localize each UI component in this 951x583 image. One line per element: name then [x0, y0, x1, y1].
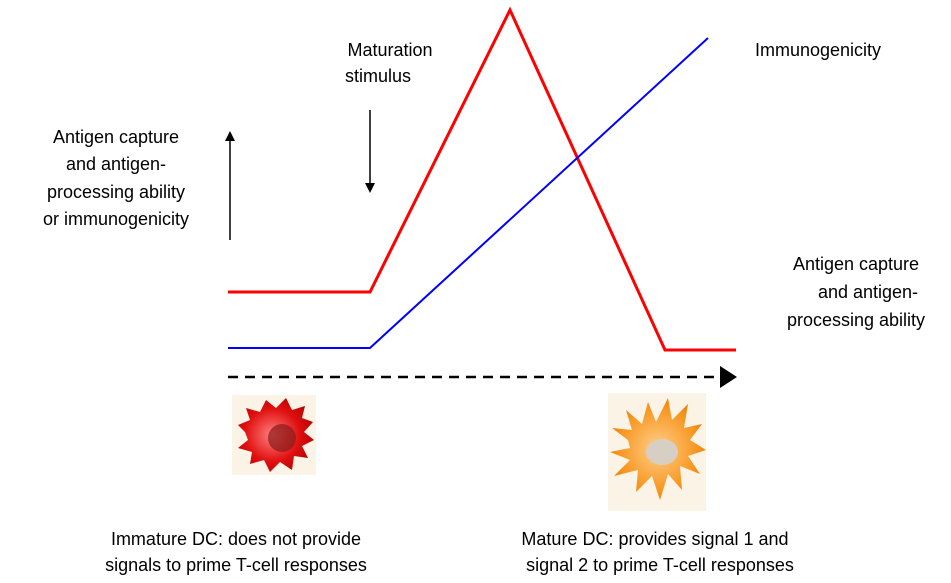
label-line: processing ability	[787, 310, 925, 330]
mature-caption: Mature DC: provides signal 1 and signal …	[521, 529, 793, 575]
diagram: Maturation stimulus Immunogenicity Antig…	[0, 0, 951, 583]
label-line: Antigen capture	[793, 254, 919, 274]
label-line: and antigen-	[66, 154, 166, 174]
stimulus-label: Maturation stimulus	[345, 40, 433, 86]
label-line: Maturation	[347, 40, 432, 60]
immature-caption: Immature DC: does not provide signals to…	[105, 529, 367, 575]
label-line: stimulus	[345, 66, 411, 86]
label-line: Antigen capture	[53, 127, 179, 147]
immature-cell	[232, 395, 316, 475]
caption-line: signals to prime T-cell responses	[105, 555, 367, 575]
caption-line: signal 2 to prime T-cell responses	[526, 555, 794, 575]
caption-line: Immature DC: does not provide	[111, 529, 361, 549]
label-line: or immunogenicity	[43, 209, 189, 229]
time-arrowhead	[720, 366, 737, 388]
antigen-label: Antigen capture and antigen- processing …	[787, 254, 925, 330]
label-line: processing ability	[47, 182, 185, 202]
mature-cell	[608, 393, 706, 511]
y-axis-label: Antigen capture and antigen- processing …	[43, 127, 189, 229]
caption-line: Mature DC: provides signal 1 and	[521, 529, 788, 549]
antigen-capture-line	[228, 10, 736, 350]
immunogenicity-label: Immunogenicity	[755, 40, 881, 60]
label-line: and antigen-	[818, 282, 918, 302]
immunogenicity-line	[228, 38, 708, 348]
